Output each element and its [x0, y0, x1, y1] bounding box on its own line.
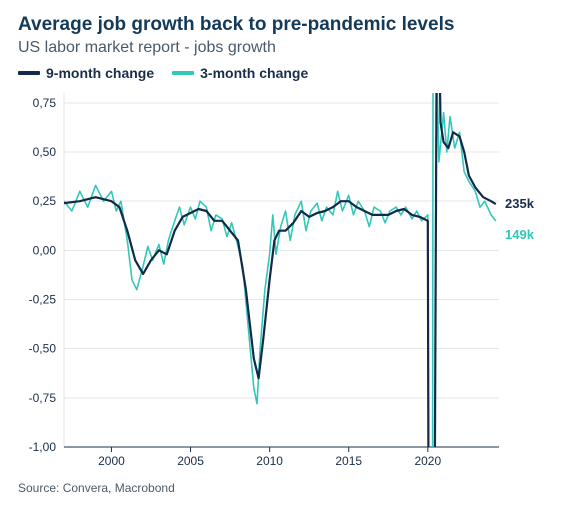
svg-text:2010: 2010: [256, 454, 283, 468]
svg-text:2000: 2000: [98, 454, 125, 468]
svg-text:0,50: 0,50: [33, 145, 57, 159]
chart-subtitle: US labor market report - jobs growth: [18, 39, 549, 57]
svg-text:-1,00: -1,00: [29, 440, 57, 454]
svg-text:149k: 149k: [505, 227, 535, 242]
svg-text:2020: 2020: [414, 454, 441, 468]
svg-text:0,25: 0,25: [33, 194, 57, 208]
svg-text:0,00: 0,00: [33, 243, 57, 257]
legend: 9-month change 3-month change: [18, 65, 549, 81]
legend-swatch-series1: [18, 71, 40, 75]
svg-text:235k: 235k: [505, 196, 535, 211]
legend-item-series1: 9-month change: [18, 65, 154, 81]
legend-label-series2: 3-month change: [200, 65, 308, 81]
plot-area: -1,00 -0,75 -0,50 -0,25 0,00 0,25 0,50 0,75 2000…: [18, 85, 549, 475]
legend-swatch-series2: [172, 71, 194, 75]
svg-text:2005: 2005: [177, 454, 204, 468]
chart-title: Average job growth back to pre-pandemic …: [18, 14, 549, 37]
legend-item-series2: 3-month change: [172, 65, 308, 81]
svg-text:-0,75: -0,75: [29, 391, 57, 405]
svg-text:2015: 2015: [335, 454, 362, 468]
svg-text:-0,50: -0,50: [29, 341, 57, 355]
chart-svg: -1,00 -0,75 -0,50 -0,25 0,00 0,25 0,50 0,75 2000…: [18, 85, 549, 475]
svg-text:-0,25: -0,25: [29, 292, 57, 306]
svg-text:0,75: 0,75: [33, 96, 57, 110]
source-label: Source: Convera, Macrobond: [18, 481, 549, 495]
legend-label-series1: 9-month change: [46, 65, 154, 81]
